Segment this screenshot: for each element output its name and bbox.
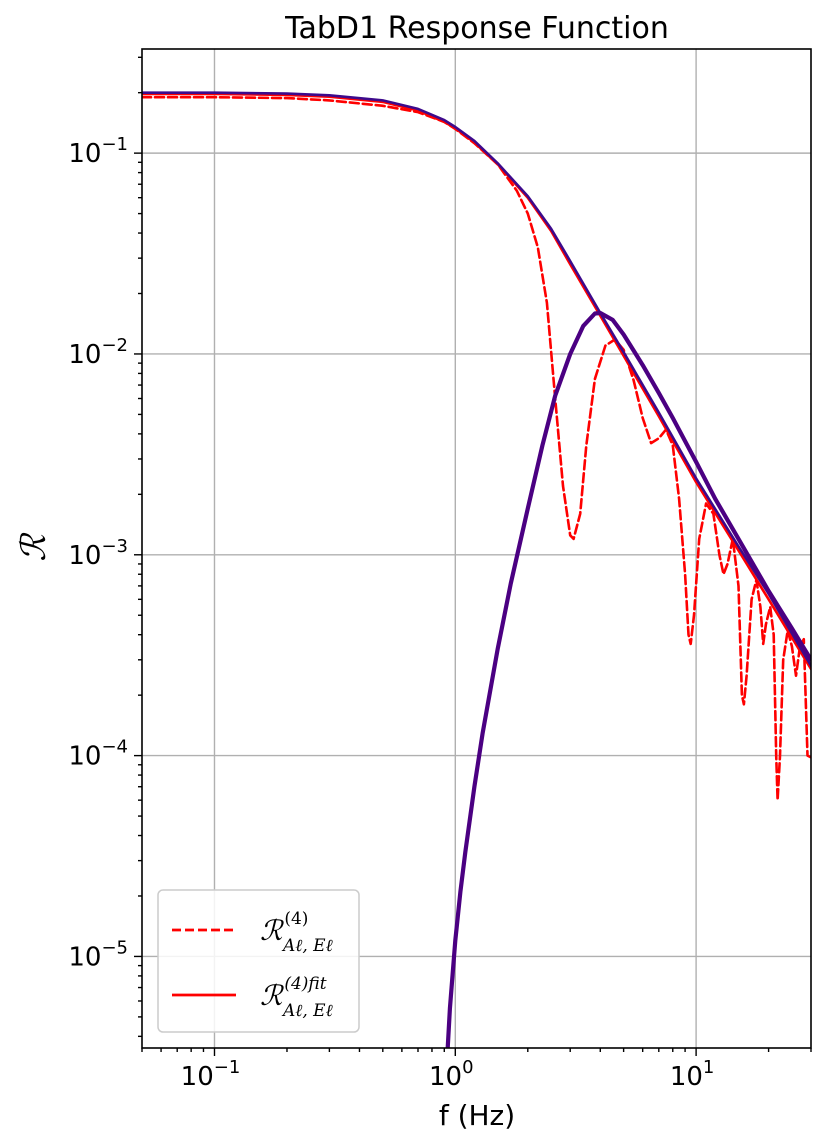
y-axis-label: ℛ [14, 532, 54, 562]
y-tick-label-base: 10 [68, 340, 101, 370]
x-tick-label-base: 10 [181, 1062, 214, 1092]
legend-entry-fit: ℛ (4)fit Aℓ, Eℓ [260, 974, 333, 1021]
x-tick-label: 100 [429, 1057, 474, 1092]
x-axis-ticks: 10−1 100 101 [181, 1048, 715, 1092]
series-band-peak-purple [445, 310, 811, 1048]
legend-entry-measured: ℛ (4) Aℓ, Eℓ [260, 909, 333, 956]
y-tick-label-exp: −5 [101, 937, 128, 958]
legend-entry-measured-sub: Aℓ, Eℓ [281, 936, 333, 956]
y-tick-label-exp: −1 [101, 134, 128, 155]
plot-frame [141, 48, 812, 1049]
x-tick-label-base: 10 [429, 1062, 462, 1092]
x-tick-label: 101 [670, 1057, 715, 1092]
series-measured-dashed [142, 95, 811, 802]
legend-box [157, 889, 360, 1033]
series-model-purple [142, 91, 811, 668]
y-tick-label: 10−5 [68, 937, 128, 972]
data-series [142, 91, 811, 1048]
y-tick-label: 10−2 [68, 335, 128, 370]
legend-entry-measured-super: (4) [284, 909, 308, 929]
x-tick-label: 10−1 [181, 1057, 241, 1092]
legend: ℛ (4) Aℓ, Eℓ ℛ (4)fit Aℓ, Eℓ [157, 889, 360, 1033]
legend-entry-fit-symbol: ℛ [260, 979, 284, 1012]
y-tick-label: 10−1 [68, 134, 128, 169]
grid-lines [142, 49, 811, 1048]
y-tick-label-base: 10 [68, 742, 101, 772]
y-tick-label-base: 10 [68, 139, 101, 169]
y-tick-label: 10−3 [68, 536, 128, 571]
legend-entry-fit-super: (4)fit [284, 974, 326, 994]
x-tick-label-exp: 0 [462, 1057, 473, 1078]
x-tick-label-exp: 1 [703, 1057, 714, 1078]
y-tick-label-exp: −4 [101, 737, 128, 758]
y-tick-label-exp: −3 [101, 536, 128, 557]
y-tick-label-base: 10 [68, 541, 101, 571]
legend-entry-measured-symbol: ℛ [260, 914, 284, 947]
y-tick-label-base: 10 [68, 942, 101, 972]
y-axis-ticks: 10−110−210−310−410−5 [68, 134, 142, 972]
x-tick-label-exp: −1 [214, 1057, 241, 1078]
chart-title: TabD1 Response Function [284, 11, 669, 46]
x-axis-label: f (Hz) [439, 1099, 515, 1132]
y-tick-label-exp: −2 [101, 335, 128, 356]
legend-entry-fit-sub: Aℓ, Eℓ [281, 1001, 333, 1021]
x-tick-label-base: 10 [670, 1062, 703, 1092]
y-tick-label: 10−4 [68, 737, 128, 772]
